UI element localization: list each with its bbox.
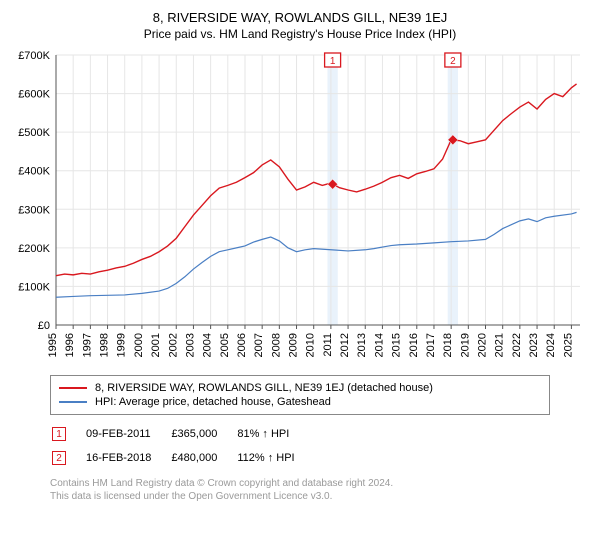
svg-text:2013: 2013 [356,333,368,357]
svg-text:£300K: £300K [18,204,50,216]
legend-item: 8, RIVERSIDE WAY, ROWLANDS GILL, NE39 1E… [59,382,541,394]
svg-text:2019: 2019 [459,333,471,357]
legend-swatch [59,387,87,389]
svg-text:2007: 2007 [253,333,265,357]
svg-text:2008: 2008 [270,333,282,357]
sale-price: £365,000 [171,423,235,445]
svg-text:1996: 1996 [64,333,76,357]
legend-label: HPI: Average price, detached house, Gate… [95,396,331,408]
svg-text:2024: 2024 [545,333,557,357]
svg-text:2004: 2004 [202,333,214,357]
table-row: 2 16-FEB-2018 £480,000 112% ↑ HPI [52,447,313,469]
sale-hpi-pct: 112% ↑ HPI [237,447,312,469]
svg-text:2017: 2017 [425,333,437,357]
svg-text:£600K: £600K [18,89,50,101]
table-row: 1 09-FEB-2011 £365,000 81% ↑ HPI [52,423,313,445]
legend: 8, RIVERSIDE WAY, ROWLANDS GILL, NE39 1E… [50,375,550,415]
chart-container: £0 £100K £200K £300K £400K £500K £600K £700K 199… [8,47,592,367]
chart-title: 8, RIVERSIDE WAY, ROWLANDS GILL, NE39 1E… [8,10,592,25]
svg-text:2000: 2000 [133,333,145,357]
svg-text:2001: 2001 [150,333,162,357]
svg-text:2009: 2009 [288,333,300,357]
svg-text:2016: 2016 [408,333,420,357]
legend-label: 8, RIVERSIDE WAY, ROWLANDS GILL, NE39 1E… [95,382,433,394]
svg-text:2006: 2006 [236,333,248,357]
svg-text:£0: £0 [38,320,50,332]
svg-text:2005: 2005 [219,333,231,357]
svg-text:2010: 2010 [305,333,317,357]
svg-text:2: 2 [450,56,456,67]
attribution-line: Contains HM Land Registry data © Crown c… [50,477,592,490]
svg-text:£500K: £500K [18,127,50,139]
attribution-line: This data is licensed under the Open Gov… [50,490,592,503]
sale-date: 09-FEB-2011 [86,423,169,445]
chart-subtitle: Price paid vs. HM Land Registry's House … [8,27,592,41]
sale-date: 16-FEB-2018 [86,447,169,469]
svg-text:£400K: £400K [18,166,50,178]
legend-swatch [59,401,87,403]
price-chart: £0 £100K £200K £300K £400K £500K £600K £700K 199… [8,47,592,367]
svg-text:2022: 2022 [511,333,523,357]
svg-text:2003: 2003 [184,333,196,357]
sale-marker-badge: 2 [52,451,66,465]
attribution: Contains HM Land Registry data © Crown c… [50,477,592,503]
sales-table: 1 09-FEB-2011 £365,000 81% ↑ HPI 2 16-FE… [50,421,315,471]
svg-text:2012: 2012 [339,333,351,357]
svg-text:2018: 2018 [442,333,454,357]
svg-text:2025: 2025 [562,333,574,357]
svg-text:2011: 2011 [322,333,334,357]
sale-hpi-pct: 81% ↑ HPI [237,423,312,445]
svg-text:2002: 2002 [167,333,179,357]
sale-price: £480,000 [171,447,235,469]
sale-marker-badge: 1 [52,427,66,441]
svg-text:1998: 1998 [99,333,111,357]
svg-text:1995: 1995 [47,333,59,357]
svg-text:1999: 1999 [116,333,128,357]
svg-text:2020: 2020 [477,333,489,357]
svg-text:1997: 1997 [81,333,93,357]
svg-text:2014: 2014 [373,333,385,357]
svg-text:2021: 2021 [494,333,506,357]
legend-item: HPI: Average price, detached house, Gate… [59,396,541,408]
svg-text:2015: 2015 [391,333,403,357]
svg-text:1: 1 [330,56,336,67]
svg-text:£100K: £100K [18,281,50,293]
svg-text:2023: 2023 [528,333,540,357]
svg-text:£200K: £200K [18,243,50,255]
svg-text:£700K: £700K [18,50,50,62]
